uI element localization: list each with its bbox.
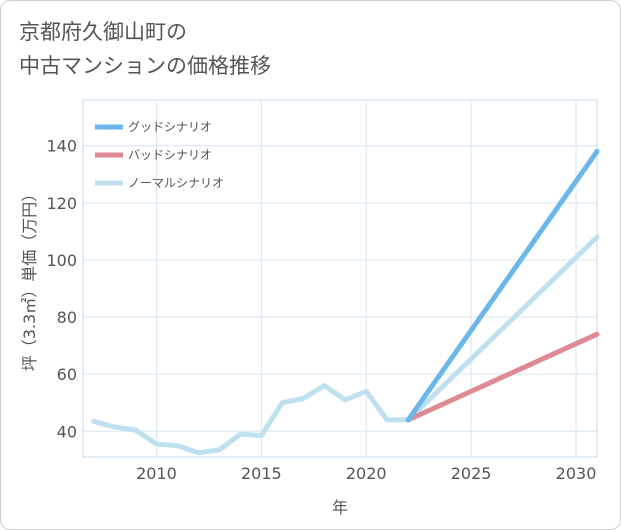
series-line-2 — [91, 234, 600, 456]
y-tick-label: 80 — [57, 308, 77, 327]
y-axis-ticks: 40 60 80 100 120 140 — [46, 137, 77, 442]
series-line-1 — [405, 331, 600, 423]
x-tick-label: 2010 — [136, 464, 177, 483]
y-tick-label: 140 — [46, 137, 77, 156]
y-tick-label: 40 — [57, 422, 77, 441]
chart-title-line-2: 中古マンションの価格推移 — [19, 54, 271, 78]
series-layer — [91, 148, 600, 456]
x-tick-label: 2025 — [451, 464, 492, 483]
legend-label-0: グッドシナリオ — [128, 120, 212, 134]
y-tick-label: 100 — [46, 251, 77, 270]
x-tick-label: 2020 — [346, 464, 387, 483]
plot-area-frame — [82, 99, 598, 458]
legend-label-1: バッドシナリオ — [128, 148, 212, 162]
legend-label-2: ノーマルシナリオ — [128, 176, 224, 190]
y-tick-label: 60 — [57, 365, 77, 384]
y-tick-label: 120 — [46, 194, 77, 213]
x-tick-label: 2030 — [556, 464, 597, 483]
chart-title: 京都府久御山町の 中古マンションの価格推移 — [19, 15, 271, 83]
series-line-0 — [405, 148, 600, 423]
x-axis-ticks: 2010 2015 2020 2025 2030 — [136, 464, 596, 483]
y-axis-title: 坪（3.3㎡）単価（万円） — [20, 186, 39, 371]
chart-title-line-1: 京都府久御山町の — [19, 20, 187, 44]
x-axis-title: 年 — [332, 498, 348, 517]
x-tick-label: 2015 — [241, 464, 282, 483]
